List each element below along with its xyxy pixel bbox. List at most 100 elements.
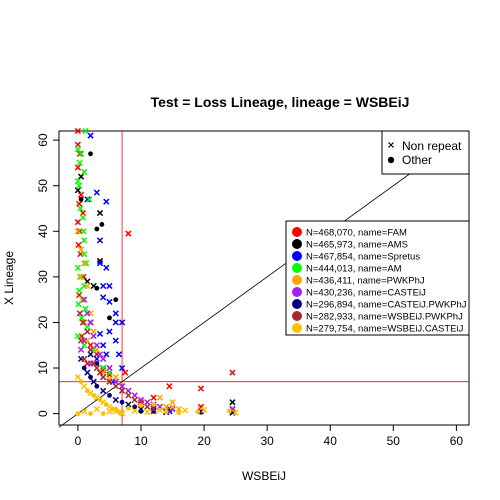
point-fam [79,209,87,217]
x-tick-label: 10 [134,434,148,448]
point-pwkphj [81,319,88,326]
point-wsbeij-casteij [195,409,201,415]
point-am [81,168,88,176]
point-am [77,205,84,212]
point-wsbeij-pwkphj [100,374,107,381]
legend-color-swatch [292,311,302,321]
point-am [77,273,85,280]
series-legend-label: N=444,013, name=AM [306,264,402,275]
point-spretus [106,298,113,306]
point-fam [77,191,85,198]
point-fam [122,369,129,376]
point-wsbeij-casteij [176,410,182,416]
legend-marker-cross [388,142,394,148]
point-wsbeij-casteij [138,403,144,408]
point-pwkphj [169,399,176,406]
x-tick-label: 40 [324,434,338,448]
point-casteij-pwkphj [90,378,97,385]
point-wsbeij-pwkphj [81,355,88,363]
point-casteij [90,332,97,340]
point-wsbeij-casteij [88,411,93,417]
point-fam [166,383,173,390]
legend-color-swatch [292,239,302,249]
point-ams [74,187,82,194]
point-am [82,260,90,267]
point-wsbeij-pwkphj [77,337,85,344]
series-legend-label: N=296,894, name=CASTEiJ.PWKPhJ [306,300,467,311]
point-spretus [84,196,91,203]
point-wsbeij-casteij [144,409,151,416]
point-am [84,323,91,331]
point-am [100,364,107,372]
legend-marker-circle [387,156,395,164]
point-fam [74,141,82,148]
point-ams [94,285,100,291]
point-casteij [137,396,145,404]
point-fam [76,200,83,208]
point-casteij [81,296,88,303]
point-am [82,305,89,312]
y-tick-label: 0 [36,410,50,417]
point-casteij [87,319,94,326]
diagonal-reference-line [58,130,470,428]
point-wsbeij-casteij [151,402,157,407]
series-legend-label: N=467,854, name=Spretus [306,252,420,263]
point-casteij-pwkphj [88,374,93,380]
point-wsbeij-casteij [75,411,81,417]
point-ams [107,315,112,321]
point-fam [229,369,236,376]
point-casteij [112,378,119,385]
point-spretus [100,342,107,349]
point-ams [229,399,236,406]
data-points [74,127,239,417]
point-wsbeij-pwkphj [79,319,87,326]
point-casteij-pwkphj [137,405,145,413]
point-pwkphj [74,228,82,235]
point-casteij [84,310,91,317]
point-ams [94,226,100,232]
point-wsbeij-casteij [131,407,138,415]
point-wsbeij-pwkphj [118,387,126,394]
legend-color-swatch [292,263,302,273]
point-wsbeij-casteij [163,409,169,415]
point-wsbeij-pwkphj [87,346,94,353]
point-casteij [77,346,85,353]
point-fam [87,342,94,349]
point-fam [74,127,82,135]
y-tick-label: 10 [36,361,50,375]
reference-lines [58,130,470,428]
point-am [74,264,82,271]
x-tick-label: 0 [75,434,82,448]
point-pwkphj [76,273,83,280]
point-wsbeij-casteij [232,409,239,416]
point-wsbeij-pwkphj [90,360,97,367]
point-casteij-pwkphj [84,369,91,376]
point-am [82,127,89,135]
series-legend-label: N=282,933, name=WSBEiJ.PWKPhJ [306,312,463,323]
point-casteij-pwkphj [119,399,125,405]
point-spretus [100,282,107,290]
legend-label-non-repeat: Non repeat [402,139,462,153]
point-wsbeij-pwkphj [96,369,104,376]
point-spretus [118,364,126,372]
point-pwkphj [156,394,164,401]
point-spretus [115,351,123,358]
x-tick-label: 50 [387,434,401,448]
point-am [81,250,88,258]
point-wsbeij-pwkphj [106,378,113,385]
legend-color-swatch [292,299,302,309]
point-am [77,150,85,157]
point-fam [197,385,205,392]
point-ams [77,173,85,180]
series-legend-box [285,220,470,336]
point-spretus [106,282,113,290]
point-wsbeij-pwkphj [144,403,151,410]
point-wsbeij-casteij [81,383,88,390]
series-legend-label: N=430,236, name=CASTEiJ [306,288,426,299]
point-am [74,332,82,340]
point-wsbeij-casteij [200,406,208,414]
point-am [74,178,82,185]
point-wsbeij-pwkphj [84,328,91,335]
plot-area [58,127,470,428]
point-casteij-pwkphj [87,351,94,358]
